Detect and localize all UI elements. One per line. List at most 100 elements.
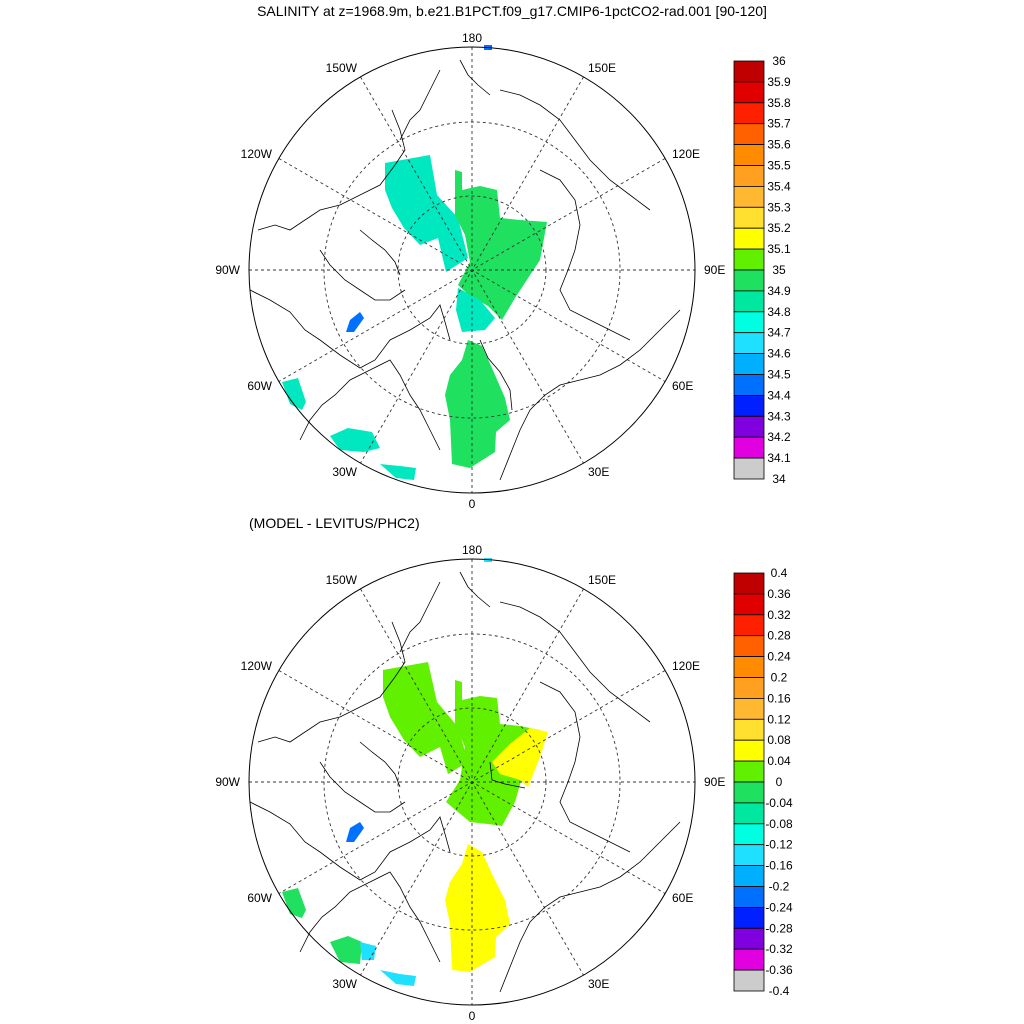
lon-label-30e: 30E: [588, 465, 609, 479]
colorbar-swatch: [733, 206, 765, 229]
lon-label-60e: 60E: [672, 891, 693, 905]
colorbar-swatch: [733, 144, 765, 166]
field-region-iceland: [380, 464, 416, 480]
colorbar-bottom: 0.4 0.36 0.32 0.28 0.24 0.2 0.16 0.12 0.08 0.04 0 -…: [733, 566, 793, 998]
colorbar-label: 34.4: [767, 388, 791, 402]
colorbar-swatch: [733, 353, 765, 375]
colorbar-label: 0: [776, 775, 783, 789]
lon-label-180: 180: [462, 31, 482, 45]
lon-label-120w: 120W: [241, 659, 273, 673]
field-region-irminger-cyan: [360, 942, 376, 960]
field-region-eurasian-yellow: [492, 728, 548, 787]
colorbar-swatch: [733, 248, 765, 271]
colorbar-swatch: [733, 697, 765, 720]
colorbar-swatch: [733, 802, 765, 825]
colorbar-label: -0.2: [769, 880, 790, 894]
lon-label-30e: 30E: [588, 977, 609, 991]
colorbar-swatch: [733, 123, 765, 145]
colorbar-swatch: [733, 677, 765, 699]
colorbar-label: 0.12: [767, 712, 791, 726]
lon-label-120e: 120E: [672, 659, 700, 673]
field-region-labrador: [282, 888, 306, 918]
colorbar-swatch: [733, 614, 765, 637]
colorbar-swatch: [733, 436, 765, 459]
lon-label-180: 180: [462, 543, 482, 557]
colorbar-label: 34.8: [767, 305, 791, 319]
salinity-map-panel: 180 0 90W 90E 150W 120W 150E 120E 60W 30…: [215, 31, 791, 511]
colorbar-swatch: [733, 886, 765, 908]
colorbar-label: 35.9: [767, 75, 791, 89]
colorbar-swatch: [733, 374, 765, 396]
field-region-labrador: [282, 378, 306, 410]
lon-label-60w: 60W: [247, 379, 272, 393]
colorbar-label: 0.16: [767, 691, 791, 705]
colorbar-swatch: [733, 781, 765, 804]
colorbar-swatch: [733, 844, 765, 867]
colorbar-label: 34.5: [767, 368, 791, 382]
colorbar-label: 0.36: [767, 587, 791, 601]
colorbar-label: 35.4: [767, 179, 791, 193]
difference-subtitle: (MODEL - LEVITUS/PHC2): [249, 515, 420, 531]
colorbar-label: 0.08: [767, 733, 791, 747]
lon-label-30w: 30W: [332, 977, 357, 991]
colorbar-swatch: [733, 394, 765, 417]
colorbar-label: 34.6: [767, 347, 791, 361]
lon-label-0: 0: [469, 497, 476, 511]
lon-label-90e: 90E: [704, 263, 725, 277]
lon-label-120w: 120W: [241, 147, 273, 161]
lon-label-150e: 150E: [588, 573, 616, 587]
colorbar-swatch: [733, 969, 765, 992]
field-region-canada-basin: [385, 155, 468, 272]
colorbar-swatch: [733, 457, 765, 480]
colorbar-swatch: [733, 290, 765, 313]
field-region-baffin: [346, 312, 364, 332]
difference-map-panel: 180 0 90W 90E 150W 120W 150E 120E 60W 30…: [215, 543, 793, 1023]
colorbar-swatch: [733, 865, 765, 887]
colorbar-label: 35.7: [767, 117, 791, 131]
colorbar-swatch: [733, 593, 765, 616]
lon-label-60e: 60E: [672, 379, 693, 393]
colorbar-swatch: [733, 415, 765, 438]
colorbar-label: 34: [772, 472, 786, 486]
field-region-irminger: [330, 936, 362, 964]
lon-label-30w: 30W: [332, 465, 357, 479]
colorbar-swatch: [733, 81, 765, 104]
colorbar-label: 35.8: [767, 96, 791, 110]
longitude-labels: 180 0 90W 90E 150W 120W 150E 120E 60W 30…: [215, 543, 725, 1023]
colorbar-label: 36: [772, 54, 786, 68]
colorbar-top: 36 35.9 35.8 35.7 35.6 35.5 35.4 35.3 35.2 35.1 35…: [733, 54, 791, 486]
colorbar-label: -0.24: [765, 900, 793, 914]
colorbar-label: -0.4: [769, 984, 790, 998]
lon-label-90w: 90W: [215, 263, 240, 277]
colorbar-swatch: [733, 823, 765, 846]
colorbar-label: -0.32: [765, 942, 793, 956]
colorbar-label: 0.04: [767, 754, 791, 768]
colorbar-label: -0.12: [765, 838, 793, 852]
lon-label-150e: 150E: [588, 61, 616, 75]
colorbar-label: 35.2: [767, 221, 791, 235]
colorbar-label: 34.1: [767, 451, 791, 465]
colorbar-label: 34.7: [767, 326, 791, 340]
colorbar-swatch: [733, 906, 765, 929]
field-region-makarov: [446, 680, 540, 826]
colorbar-swatch: [733, 227, 765, 250]
polar-map: [248, 558, 696, 1006]
colorbar-label: 34.2: [767, 430, 791, 444]
colorbar-swatch: [733, 656, 765, 678]
field-region-iceland: [380, 970, 416, 986]
colorbar-label: 34.9: [767, 284, 791, 298]
colorbar-label: 0.24: [767, 650, 791, 664]
colorbar-label: -0.08: [765, 817, 793, 831]
lon-label-60w: 60W: [247, 891, 272, 905]
colorbar-label: -0.36: [765, 963, 793, 977]
field-region-nordic: [445, 844, 510, 972]
field-region-canada-basin: [383, 662, 468, 774]
colorbar-swatch: [733, 269, 765, 292]
lon-label-120e: 120E: [672, 147, 700, 161]
field-region-irminger: [330, 428, 380, 452]
colorbar-label: 35: [772, 263, 786, 277]
figure-title: SALINITY at z=1968.9m, b.e21.B1PCT.f09_g…: [257, 3, 767, 19]
colorbar-label: 34.3: [767, 409, 791, 423]
colorbar-swatch: [733, 718, 765, 741]
colorbar-swatch: [733, 102, 765, 125]
